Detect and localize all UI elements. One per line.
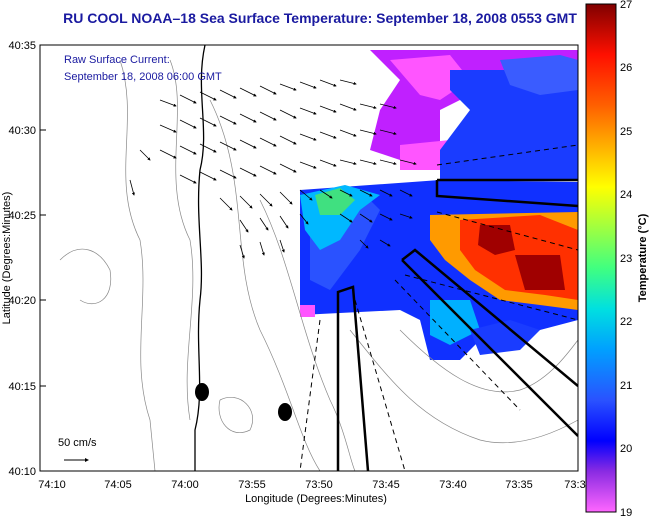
plot-frame [39,44,579,472]
x-tick-label: 74:10 [38,479,66,491]
x-tick-label: 74:05 [104,479,132,491]
x-tick-label: 73:45 [372,479,400,491]
y-axis: 40:35 40:30 40:25 40:20 40:15 40:10 [8,40,46,478]
x-axis-label: Longitude (Degrees:Minutes) [245,493,387,505]
colorbar-tick: 26 [620,62,632,74]
colorbar [585,3,617,513]
colorbar-tick: 25 [620,126,632,138]
annotation-line-2: September 18, 2008 06:00 GMT [64,71,222,83]
y-tick-label: 40:25 [8,210,36,222]
x-tick-label: 73:50 [305,479,333,491]
x-axis: 74:10 74:05 74:00 73:55 73:50 73:45 73:4… [38,479,585,491]
map-title: RU COOL NOAA–18 Sea Surface Temperature:… [63,10,577,26]
y-axis-label: Latitude (Degrees:Minutes) [1,192,13,325]
station-marker [278,403,292,421]
y-tick-label: 40:15 [8,381,36,393]
station-marker [195,383,209,401]
y-tick-label: 40:20 [8,295,36,307]
y-tick-label: 40:30 [8,125,36,137]
bathymetry-contours [59,59,578,471]
colorbar-tick: 22 [620,316,632,328]
y-tick-label: 40:35 [8,40,36,52]
annotation-line-1: Raw Surface Current: [64,54,170,66]
x-tick-label: 73:55 [238,479,266,491]
colorbar-ticks: 27 26 25 24 23 22 21 20 19 [620,0,632,518]
colorbar-tick: 20 [620,443,632,455]
colorbar-tick: 19 [620,507,632,518]
current-vectors [129,79,417,259]
y-tick-label: 40:10 [8,466,36,478]
scale-label: 50 cm/s [58,437,97,449]
colorbar-tick: 23 [620,253,632,265]
x-tick-label: 73:3 [564,479,585,491]
colorbar-label: Temperature (°C) [637,213,649,302]
colorbar-tick: 27 [620,0,632,11]
sst-field [300,50,578,360]
colorbar-tick: 24 [620,189,632,201]
x-tick-label: 73:35 [505,479,533,491]
colorbar-tick: 21 [620,380,632,392]
lane-boundaries [299,144,578,471]
x-tick-label: 74:00 [171,479,199,491]
x-tick-label: 73:40 [439,479,467,491]
shipping-lanes [336,178,578,471]
coastline [194,45,206,471]
